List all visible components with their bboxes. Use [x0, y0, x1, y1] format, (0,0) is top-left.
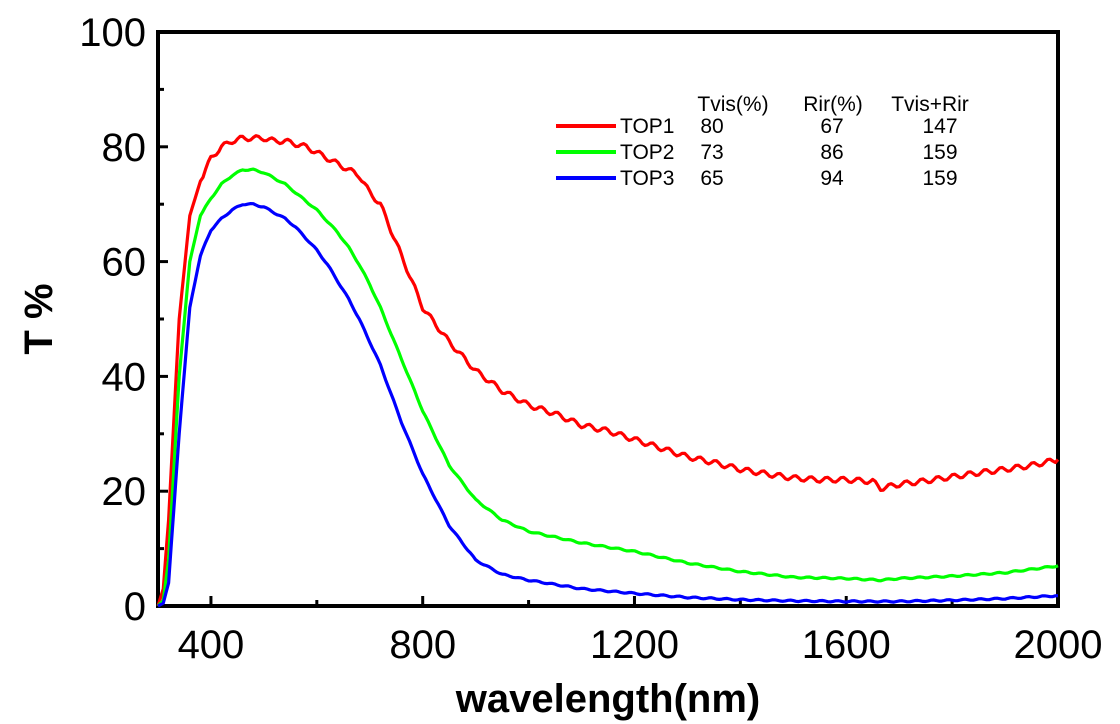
legend-column-header: Tvis+Rir [891, 93, 969, 116]
series-lines [156, 134, 1060, 608]
x-tick-label: 2000 [1014, 623, 1103, 667]
x-tick-label: 400 [178, 623, 245, 667]
y-tick-label: 80 [102, 126, 147, 170]
legend-table-value: 73 [700, 141, 723, 164]
y-tick-label: 20 [102, 470, 147, 514]
y-tick-label: 40 [102, 355, 147, 399]
legend-table-value: 159 [922, 141, 957, 164]
legend-table-value: 67 [820, 115, 843, 138]
legend-table-value: 86 [820, 141, 843, 164]
x-tick-label: 800 [389, 623, 456, 667]
x-axis-title: wavelength(nm) [455, 677, 760, 721]
x-tick-label: 1200 [590, 623, 679, 667]
series-line-top3 [157, 202, 1059, 608]
legend-label: TOP3 [620, 167, 674, 190]
y-tick-label: 0 [124, 585, 146, 629]
axis-tick-labels: 400 800 1200 1600 2000 0 20 40 60 80 100 [79, 11, 1102, 667]
legend-table-value: 80 [700, 115, 723, 138]
series-line-top1 [156, 134, 1060, 607]
y-tick-label: 60 [102, 241, 147, 285]
legend-table-value: 147 [922, 115, 957, 138]
x-tick-label: 1600 [802, 623, 891, 667]
legend-label: TOP1 [620, 115, 674, 138]
legend-column-header: Tvis(%) [697, 93, 768, 116]
legend-column-header: Rir(%) [803, 93, 862, 116]
y-tick-label: 100 [79, 11, 146, 55]
legend-label: TOP2 [620, 141, 674, 164]
legend-table-value: 159 [922, 167, 957, 190]
legend-table-value: 65 [700, 167, 723, 190]
legend-table-value: 94 [820, 167, 844, 190]
legend: Tvis(%) Rir(%) Tvis+Rir TOP1 80 67 147 TOP2 73 86… [556, 93, 969, 190]
y-axis-title: T % [17, 283, 61, 354]
series-line-top2 [156, 167, 1059, 608]
